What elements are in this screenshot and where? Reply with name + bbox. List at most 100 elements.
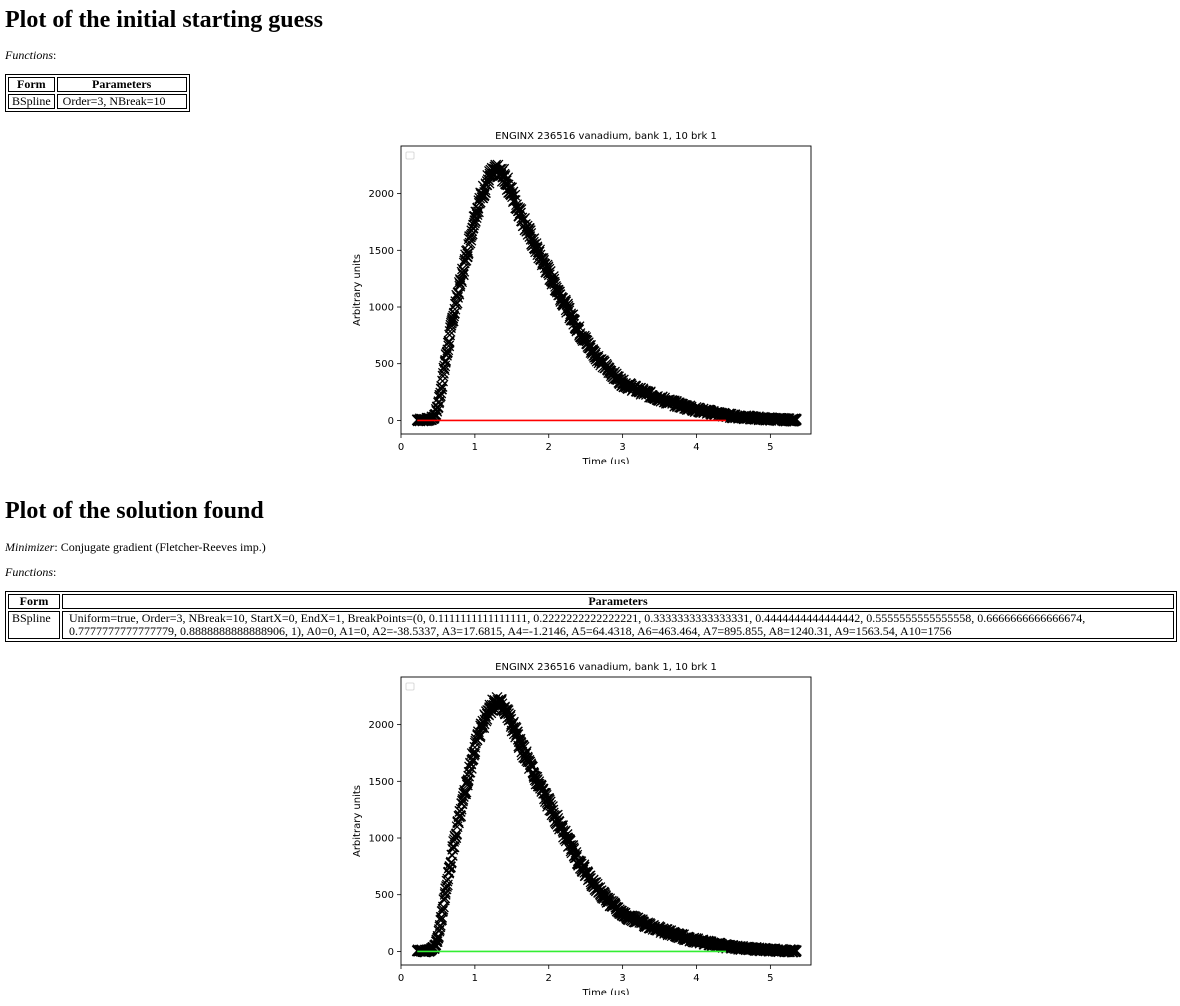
parameters-cell: Order=3, NBreak=10 [56, 94, 187, 109]
section1-heading: Plot of the initial starting guess [5, 7, 323, 33]
data-point [524, 225, 536, 237]
data-point [469, 746, 481, 758]
minimizer-line: Minimizer: Conjugate gradient (Fletcher-… [5, 540, 266, 554]
x-tick-label: 4 [693, 973, 699, 984]
x-tick-label: 0 [398, 973, 404, 984]
data-point [567, 840, 579, 851]
data-point [432, 401, 444, 413]
data-point [764, 413, 776, 425]
form-header: Form [8, 77, 55, 92]
y-tick-label: 1500 [369, 246, 394, 257]
x-axis-label: Time (μs) [581, 988, 629, 995]
data-point [676, 400, 688, 412]
data-point [474, 731, 486, 743]
data-point [491, 165, 503, 177]
data-point [491, 696, 503, 708]
data-point [705, 406, 717, 418]
data-point [513, 205, 525, 217]
y-tick-label: 500 [375, 890, 394, 901]
chart-title: ENGINX 236516 vanadium, bank 1, 10 brk 1 [495, 662, 717, 673]
data-point [432, 932, 444, 944]
data-point [552, 812, 564, 824]
data-point [447, 312, 459, 324]
data-point [469, 215, 481, 227]
data-point [779, 414, 791, 426]
data-point [790, 413, 802, 425]
x-tick-label: 3 [619, 442, 625, 453]
data-point [447, 843, 459, 855]
data-point [468, 219, 480, 231]
data-point [484, 171, 496, 183]
y-tick-label: 1000 [369, 834, 394, 845]
data-point [448, 310, 460, 322]
data-point [558, 295, 569, 307]
data-point [558, 826, 569, 838]
chart-svg: ENGINX 236516 vanadium, bank 1, 10 brk 1… [352, 662, 812, 995]
data-point [720, 409, 732, 421]
data-point [790, 414, 802, 426]
data-point [469, 210, 481, 222]
data-point [631, 915, 643, 927]
data-point [469, 737, 481, 749]
axes-frame [400, 676, 812, 966]
x-tick-label: 5 [767, 973, 773, 984]
data-point [764, 944, 776, 956]
table-header-row: Form Parameters [8, 77, 187, 92]
data-point [539, 262, 551, 274]
data-point [587, 877, 599, 889]
data-point [543, 267, 555, 279]
data-point [458, 265, 470, 277]
data-point [646, 389, 658, 401]
data-point [462, 247, 474, 259]
data-point [617, 908, 629, 920]
x-tick-label: 1 [472, 973, 478, 984]
data-point [705, 937, 717, 949]
data-point [439, 355, 451, 367]
data-point [587, 346, 599, 358]
data-point [720, 940, 732, 952]
data-point [750, 412, 762, 424]
data-point [646, 920, 658, 932]
x-tick-label: 2 [546, 442, 552, 453]
data-point [439, 886, 451, 898]
data-points-series [411, 159, 802, 427]
functions-label: Functions [5, 48, 53, 62]
data-point [661, 926, 673, 938]
data-point [462, 244, 473, 256]
data-point [469, 741, 481, 753]
data-point [506, 188, 518, 200]
data-point [779, 945, 791, 957]
y-tick-label: 0 [388, 947, 394, 958]
data-point [457, 269, 469, 281]
y-tick-label: 1000 [369, 303, 394, 314]
data-point [513, 736, 525, 748]
x-tick-label: 1 [472, 442, 478, 453]
parameters-cell: Uniform=true, Order=3, NBreak=10, StartX… [62, 611, 1174, 639]
form-header: Form [8, 594, 60, 609]
data-point [460, 786, 472, 798]
data-point [602, 894, 614, 906]
x-tick-label: 2 [546, 973, 552, 984]
data-point [498, 702, 510, 714]
parameters-header: Parameters [62, 594, 1174, 609]
form-cell: BSpline [8, 94, 55, 109]
data-point [735, 942, 747, 954]
data-point [443, 340, 455, 352]
data-points-series [411, 691, 802, 958]
axes-frame [400, 145, 812, 435]
data-point [436, 911, 448, 923]
data-point [443, 335, 455, 347]
initial-guess-plot: ENGINX 236516 vanadium, bank 1, 10 brk 1… [345, 124, 825, 464]
data-point [528, 239, 540, 251]
data-point [790, 945, 802, 957]
legend-box [405, 682, 415, 691]
data-point [548, 273, 560, 285]
data-point [498, 171, 510, 183]
data-point [676, 931, 688, 943]
y-tick-label: 2000 [369, 189, 394, 200]
x-axis-label: Time (μs) [581, 457, 629, 464]
table-row: BSpline Uniform=true, Order=3, NBreak=10… [8, 611, 1174, 639]
y-tick-label: 2000 [369, 720, 394, 731]
data-point [525, 758, 537, 770]
data-point [528, 770, 540, 782]
